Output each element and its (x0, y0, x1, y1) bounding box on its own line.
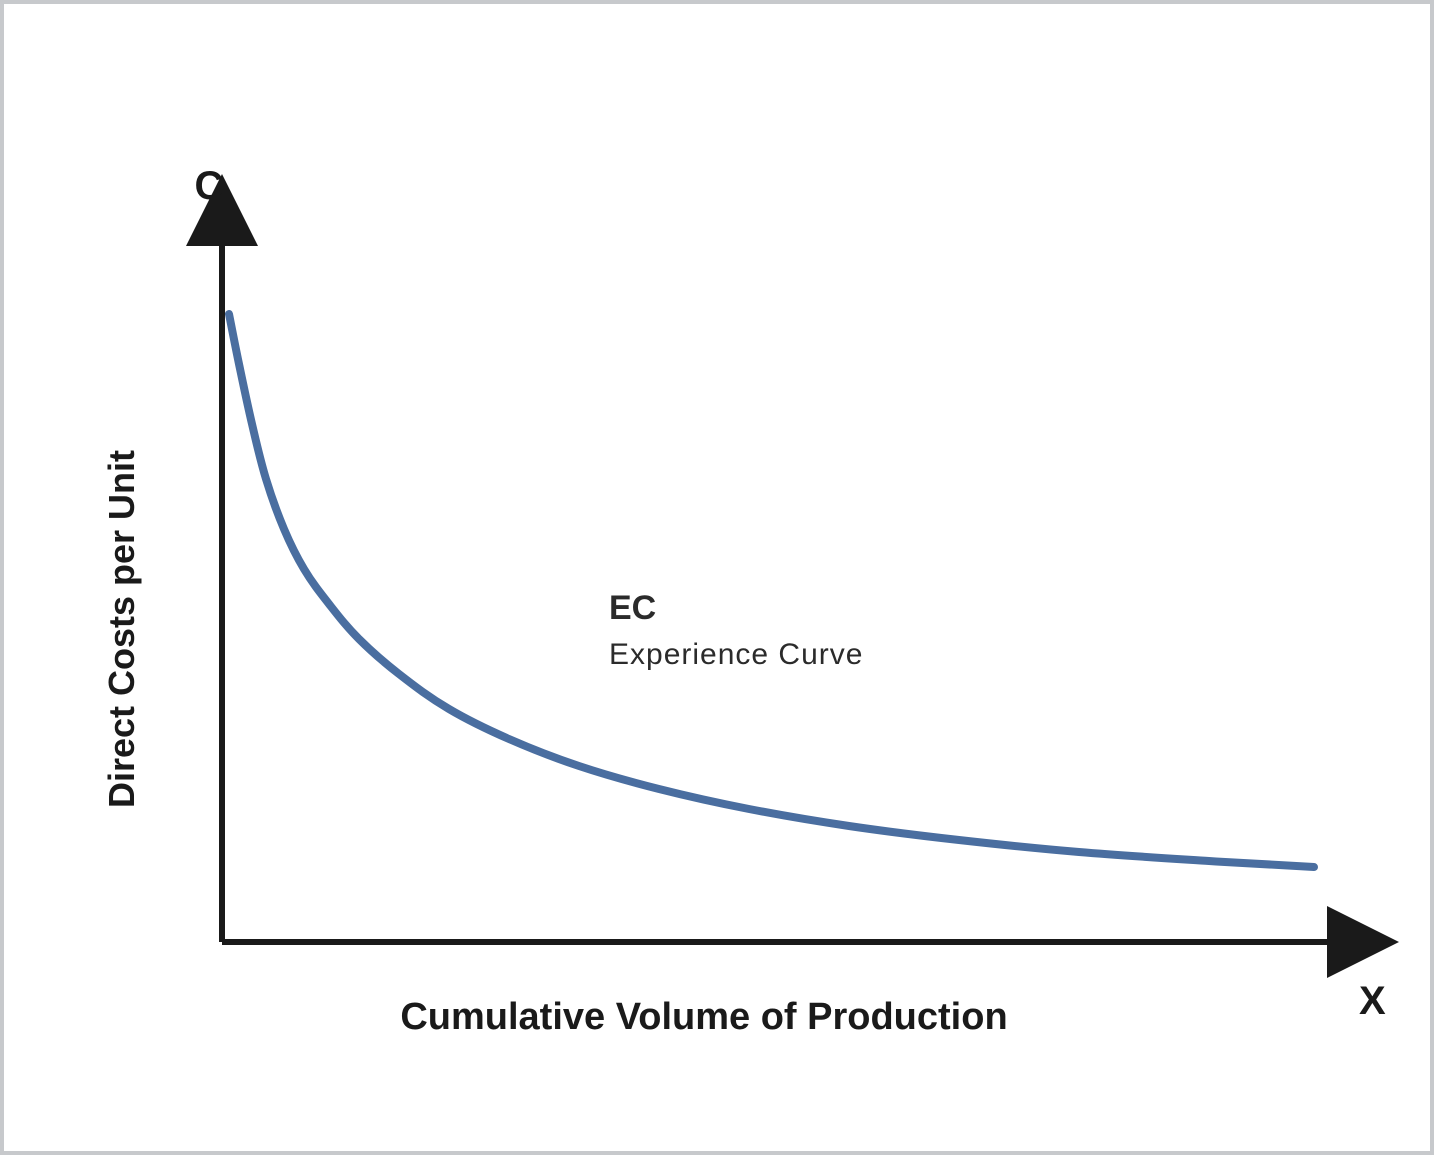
y-axis-label: Direct Costs per Unit (101, 450, 142, 808)
curve-long-label: Experience Curve (609, 638, 863, 671)
chart-frame: C X Direct Costs per Unit Cumulative Vol… (0, 0, 1434, 1155)
y-axis-symbol: C (195, 164, 224, 208)
x-axis-label: Cumulative Volume of Production (400, 996, 1007, 1038)
x-axis-symbol: X (1359, 979, 1386, 1023)
experience-curve-chart: C X Direct Costs per Unit Cumulative Vol… (4, 4, 1430, 1151)
experience-curve-path (229, 314, 1314, 867)
curve-short-label: EC (609, 589, 656, 627)
